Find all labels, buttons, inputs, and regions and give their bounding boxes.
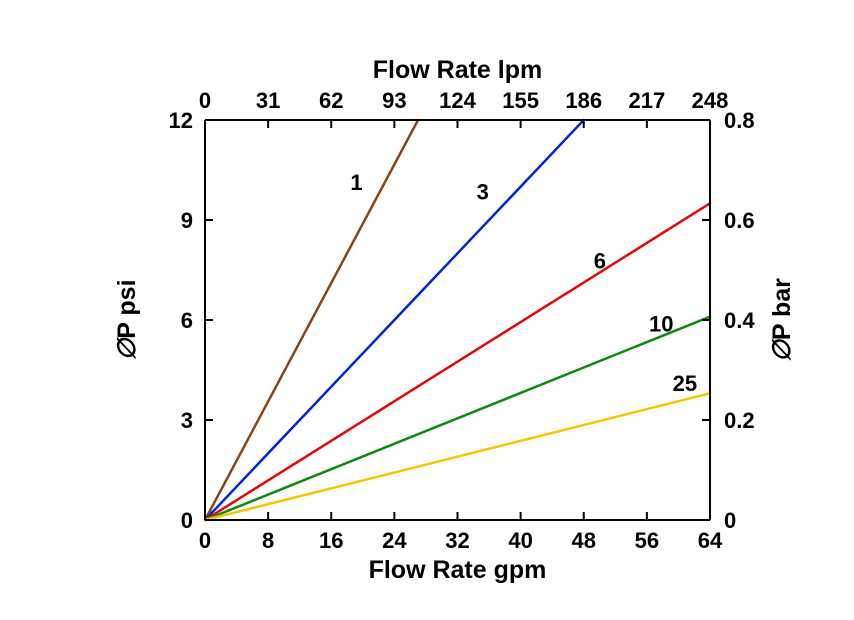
ytick-label-left: 3 (181, 408, 193, 433)
ytick-label-left: 6 (181, 308, 193, 333)
xtick-label-bottom: 64 (698, 528, 723, 553)
xtick-label-top: 186 (565, 88, 602, 113)
xtick-label-bottom: 56 (635, 528, 659, 553)
xtick-label-bottom: 8 (262, 528, 274, 553)
y-axis-title-right: ∅P bar (768, 278, 796, 362)
x-axis-title-bottom: Flow Rate gpm (369, 556, 547, 584)
series-label-3: 3 (477, 179, 489, 204)
xtick-label-top: 248 (692, 88, 729, 113)
xtick-label-top: 0 (199, 88, 211, 113)
ytick-label-right: 0 (724, 508, 736, 533)
xtick-label-top: 124 (439, 88, 476, 113)
series-label-25: 25 (673, 371, 697, 396)
ytick-label-right: 0.8 (724, 108, 755, 133)
chart-svg: 0816243240485664031629312415518621724803… (0, 0, 854, 620)
xtick-label-bottom: 0 (199, 528, 211, 553)
ytick-label-right: 0.6 (724, 208, 755, 233)
ytick-label-left: 9 (181, 208, 193, 233)
xtick-label-bottom: 40 (508, 528, 532, 553)
series-line-1 (205, 120, 418, 520)
xtick-label-top: 155 (502, 88, 539, 113)
ytick-label-left: 12 (169, 108, 193, 133)
ytick-label-left: 0 (181, 508, 193, 533)
series-line-25 (205, 393, 710, 520)
xtick-label-top: 93 (382, 88, 406, 113)
series-line-10 (205, 317, 710, 520)
ytick-label-right: 0.2 (724, 408, 755, 433)
series-line-3 (205, 120, 584, 520)
x-axis-title-top: Flow Rate lpm (373, 56, 542, 84)
series-line-6 (205, 203, 710, 520)
series-label-10: 10 (649, 311, 673, 336)
xtick-label-bottom: 16 (319, 528, 343, 553)
xtick-label-top: 31 (256, 88, 280, 113)
xtick-label-top: 62 (319, 88, 343, 113)
xtick-label-bottom: 32 (445, 528, 469, 553)
xtick-label-bottom: 24 (382, 528, 407, 553)
series-label-1: 1 (350, 170, 362, 195)
pressure-flow-chart: 0816243240485664031629312415518621724803… (0, 0, 854, 620)
ytick-label-right: 0.4 (724, 308, 755, 333)
xtick-label-bottom: 48 (572, 528, 596, 553)
y-axis-title-left: ∅P psi (113, 279, 141, 360)
series-label-6: 6 (594, 249, 606, 274)
xtick-label-top: 217 (629, 88, 666, 113)
